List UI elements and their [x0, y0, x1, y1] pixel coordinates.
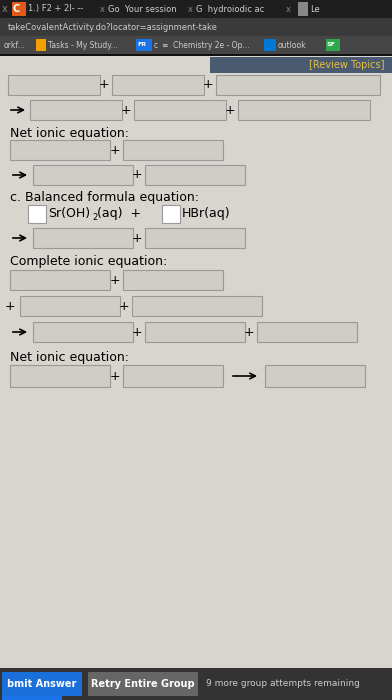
Text: bmit Answer: bmit Answer — [7, 679, 77, 689]
Bar — [132, 296, 262, 316]
Text: Complete ionic equation:: Complete ionic equation: — [10, 256, 167, 269]
Text: +: + — [5, 300, 15, 312]
Bar — [0, 36, 392, 54]
Bar — [28, 205, 46, 223]
Text: +: + — [110, 370, 120, 382]
Text: +: + — [99, 78, 109, 92]
Text: Le: Le — [310, 4, 320, 13]
Text: x: x — [100, 4, 105, 13]
Text: x: x — [286, 4, 291, 13]
Text: +: + — [132, 232, 142, 244]
Text: (aq)  +: (aq) + — [97, 207, 141, 220]
Text: takeCovalentActivity.do?locator=assignment-take: takeCovalentActivity.do?locator=assignme… — [8, 22, 218, 32]
Bar — [30, 100, 122, 120]
Text: +: + — [119, 300, 129, 312]
Bar — [162, 205, 180, 223]
Bar — [0, 56, 392, 668]
Text: +: + — [244, 326, 254, 339]
Bar — [2, 672, 82, 696]
Text: c: c — [154, 41, 158, 50]
Text: Sr(OH): Sr(OH) — [48, 207, 90, 220]
Text: 2: 2 — [92, 213, 97, 221]
Text: SF: SF — [327, 43, 336, 48]
Bar — [257, 322, 357, 342]
Bar — [264, 39, 276, 51]
Bar — [33, 322, 133, 342]
Text: 1.) F2 + 2l- --: 1.) F2 + 2l- -- — [28, 4, 83, 13]
Bar — [326, 39, 340, 51]
Bar — [33, 228, 133, 248]
Bar — [136, 39, 152, 51]
Bar — [298, 2, 308, 16]
Bar — [123, 365, 223, 387]
Bar — [0, 18, 392, 36]
Text: [Review Topics]: [Review Topics] — [310, 60, 385, 70]
Text: Go  Your session: Go Your session — [108, 4, 177, 13]
Bar — [2, 692, 62, 700]
Text: Tasks - My Study...: Tasks - My Study... — [48, 41, 118, 50]
Bar — [33, 165, 133, 185]
Text: 9 more group attempts remaining: 9 more group attempts remaining — [206, 680, 360, 689]
Bar — [10, 270, 110, 290]
Bar — [145, 228, 245, 248]
Bar — [10, 140, 110, 160]
Bar — [8, 75, 100, 95]
Text: x: x — [2, 4, 8, 14]
Text: C: C — [13, 4, 20, 14]
Text: +: + — [132, 169, 142, 181]
Bar — [238, 100, 370, 120]
Bar — [145, 165, 245, 185]
Bar — [0, 668, 392, 700]
Bar — [10, 365, 110, 387]
Text: orkf...: orkf... — [4, 41, 26, 50]
Bar — [210, 57, 392, 73]
Text: +: + — [132, 326, 142, 339]
Text: x: x — [188, 4, 193, 13]
Text: c. Balanced formula equation:: c. Balanced formula equation: — [10, 192, 199, 204]
Bar — [123, 270, 223, 290]
Text: +: + — [225, 104, 235, 116]
Text: FR: FR — [137, 43, 146, 48]
Text: ≡  Chemistry 2e - Op...: ≡ Chemistry 2e - Op... — [162, 41, 249, 50]
Bar — [36, 39, 46, 51]
Text: +: + — [203, 78, 213, 92]
Bar — [88, 672, 198, 696]
Bar — [0, 0, 392, 18]
Text: +: + — [110, 274, 120, 286]
Text: Net ionic equation:: Net ionic equation: — [10, 127, 129, 141]
Bar — [216, 75, 380, 95]
Bar — [123, 140, 223, 160]
Bar — [0, 0, 392, 200]
Bar — [20, 296, 120, 316]
Text: Retry Entire Group: Retry Entire Group — [91, 679, 195, 689]
Text: outlook: outlook — [278, 41, 307, 50]
Bar — [0, 54, 392, 56]
Bar — [134, 100, 226, 120]
Bar — [265, 365, 365, 387]
Text: +: + — [121, 104, 131, 116]
Bar — [145, 322, 245, 342]
Text: G  hydroiodic ac: G hydroiodic ac — [196, 4, 264, 13]
Text: +: + — [110, 144, 120, 157]
Text: Net ionic equation:: Net ionic equation: — [10, 351, 129, 365]
Bar — [112, 75, 204, 95]
Bar — [12, 2, 26, 16]
Text: HBr(aq): HBr(aq) — [182, 207, 230, 220]
